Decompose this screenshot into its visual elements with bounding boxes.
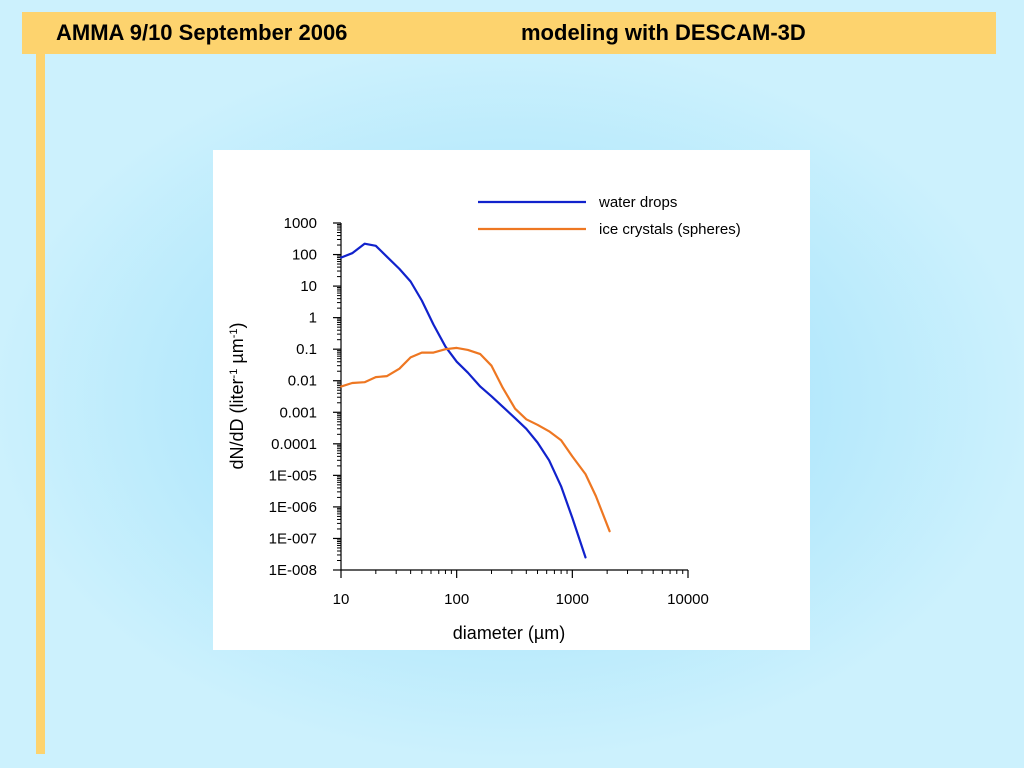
y-tick-label: 1E-008 bbox=[269, 562, 317, 579]
y-tick-label: 10 bbox=[300, 278, 317, 295]
legend-label-2: ice crystals (spheres) bbox=[599, 221, 741, 238]
legend-label-1: water drops bbox=[598, 194, 677, 211]
left-accent-rule bbox=[36, 54, 45, 754]
y-axis-title-prefix: dN/dD (liter bbox=[227, 378, 247, 469]
y-axis-title-sup1: -1 bbox=[228, 369, 240, 379]
y-tick-label: 1E-005 bbox=[269, 467, 317, 484]
legend: water drops ice crystals (spheres) bbox=[478, 194, 741, 238]
y-tick-label: 0.01 bbox=[288, 373, 317, 390]
x-tick-label: 10000 bbox=[667, 591, 709, 608]
y-axis-title-sup2: -1 bbox=[228, 329, 240, 339]
slide-title-right: modeling with DESCAM-3D bbox=[521, 20, 806, 45]
x-axis-title: diameter (µm) bbox=[453, 623, 565, 643]
y-tick-label: 100 bbox=[292, 247, 317, 264]
y-tick-label: 1E-006 bbox=[269, 499, 317, 516]
chart-panel: 10 100 1000 10000 1000 100 10 1 0.1 0.01 0.001 0.00… bbox=[213, 150, 810, 650]
series-lines bbox=[339, 242, 611, 559]
y-axis-title-mid: µm bbox=[227, 338, 247, 368]
title-bar: AMMA 9/10 September 2006 modeling with D… bbox=[22, 12, 996, 54]
series-line-1 bbox=[339, 242, 587, 559]
x-tick-label: 1000 bbox=[556, 591, 589, 608]
slide-title-left: AMMA 9/10 September 2006 bbox=[56, 20, 348, 45]
y-tick-label: 0.0001 bbox=[271, 436, 317, 453]
ticks: 10 100 1000 10000 1000 100 10 1 0.1 0.01 0.001 0.00… bbox=[269, 215, 709, 608]
size-distribution-chart: 10 100 1000 10000 1000 100 10 1 0.1 0.01 0.001 0.00… bbox=[227, 194, 741, 643]
y-tick-label: 1000 bbox=[284, 215, 317, 232]
y-axis-title-suffix: ) bbox=[227, 323, 247, 329]
y-tick-label: 1E-007 bbox=[269, 530, 317, 547]
series-line-2 bbox=[339, 346, 611, 533]
x-tick-label: 100 bbox=[444, 591, 469, 608]
axes bbox=[340, 223, 688, 571]
y-tick-label: 0.1 bbox=[296, 341, 317, 358]
x-tick-label: 10 bbox=[333, 591, 350, 608]
y-tick-label: 0.001 bbox=[279, 404, 317, 421]
y-axis-title: dN/dD (liter-1 µm-1) bbox=[227, 323, 247, 470]
y-tick-label: 1 bbox=[309, 310, 317, 327]
